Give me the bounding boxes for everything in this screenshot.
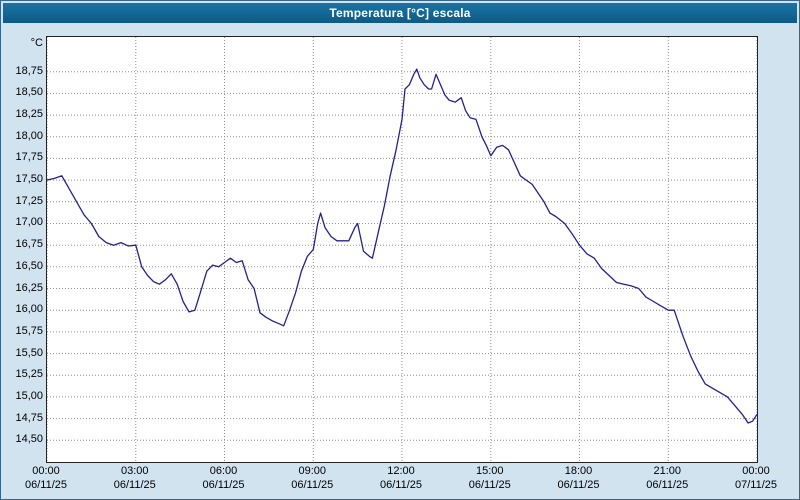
y-tick-label: 16,75 <box>15 238 43 251</box>
x-tick-date-label: 06/11/25 <box>202 479 245 491</box>
y-tick-label: 17,00 <box>15 216 43 229</box>
x-tick-time-label: 21:00 <box>653 465 682 477</box>
y-tick-label: 17,25 <box>15 194 43 207</box>
y-tick-label: 17,50 <box>15 173 43 186</box>
y-tick-label: 16,50 <box>15 259 43 272</box>
chart-title: Temperatura [°C] escala <box>329 6 471 20</box>
x-tick-date-label: 06/11/25 <box>24 479 67 491</box>
y-tick-label: 16,00 <box>15 303 43 316</box>
x-tick-time-label: 09:00 <box>298 465 327 477</box>
x-tick-date-label: 06/11/25 <box>557 479 600 491</box>
y-axis-unit-label: °C <box>30 37 43 49</box>
x-tick-time-label: 06:00 <box>209 465 238 477</box>
y-tick-label: 16,25 <box>15 281 43 294</box>
x-tick-date-label: 06/11/25 <box>468 479 511 491</box>
title-bar: Temperatura [°C] escala <box>3 3 797 23</box>
x-tick-date-label: 06/11/25 <box>291 479 334 491</box>
y-tick-label: 18,00 <box>15 129 43 142</box>
x-tick-time-label: 00:00 <box>32 465 60 477</box>
y-tick-label: 15,25 <box>15 368 43 381</box>
y-tick-label: 18,75 <box>15 64 43 77</box>
x-tick-time-label: 18:00 <box>564 465 593 477</box>
x-tick-date-label: 06/11/25 <box>379 479 422 491</box>
x-tick-time-label: 12:00 <box>387 465 415 477</box>
x-tick-date-label: 06/11/25 <box>646 479 689 491</box>
x-tick-time-label: 03:00 <box>120 465 149 477</box>
temperature-line-chart <box>46 36 758 463</box>
x-tick-time-label: 15:00 <box>475 465 504 477</box>
temperature-series-line <box>47 68 757 424</box>
y-tick-label: 18,50 <box>15 86 43 99</box>
y-tick-label: 17,75 <box>15 151 43 164</box>
y-tick-label: 15,75 <box>15 324 43 337</box>
x-tick-date-label: 07/11/25 <box>734 479 777 491</box>
y-tick-label: 18,25 <box>15 108 43 121</box>
y-tick-label: 15,50 <box>15 346 43 359</box>
y-tick-label: 14,75 <box>15 411 43 424</box>
y-tick-label: 14,50 <box>15 433 43 446</box>
x-tick-date-label: 06/11/25 <box>113 479 156 491</box>
y-tick-label: 15,00 <box>15 389 43 402</box>
x-tick-time-label: 00:00 <box>742 465 770 477</box>
